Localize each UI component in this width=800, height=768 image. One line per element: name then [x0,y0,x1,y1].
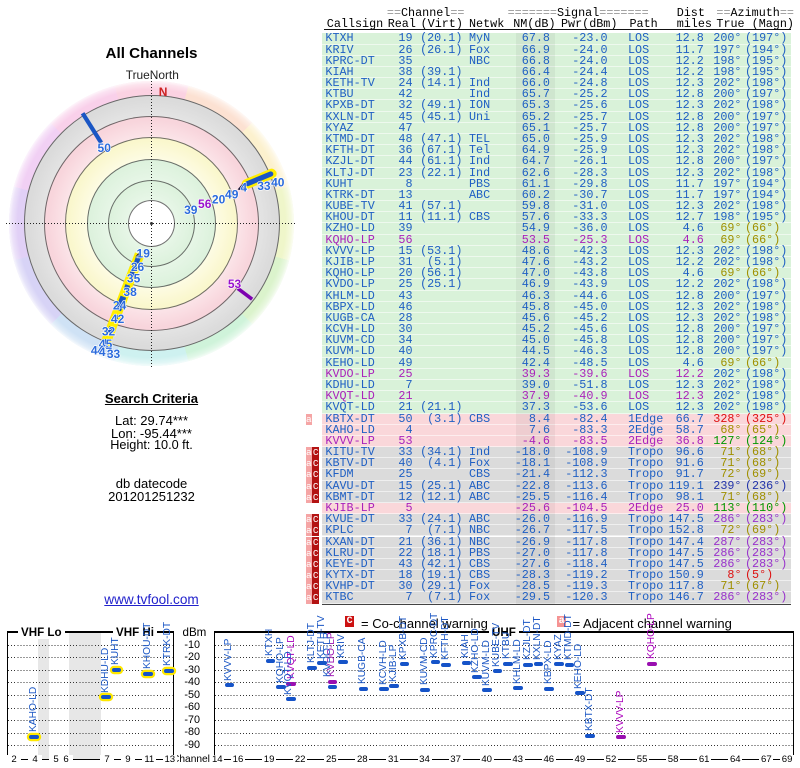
svg-text:45: 45 [99,337,113,351]
svg-text:4: 4 [240,181,247,195]
svg-text:24: 24 [113,299,127,313]
svg-text:26: 26 [131,260,145,274]
svg-text:38: 38 [123,285,137,299]
svg-text:53: 53 [228,277,242,291]
svg-text:32: 32 [102,324,116,338]
svg-text:49: 49 [225,187,239,201]
svg-text:20: 20 [212,193,226,207]
svg-text:44: 44 [91,344,105,358]
svg-text:50: 50 [98,141,112,155]
svg-text:39: 39 [184,203,198,217]
svg-text:35: 35 [127,272,141,286]
svg-text:42: 42 [111,312,125,326]
svg-text:33: 33 [257,179,271,193]
svg-text:40: 40 [271,175,285,189]
svg-text:19: 19 [137,247,151,261]
svg-text:56: 56 [198,197,212,211]
svg-text:33: 33 [107,347,121,361]
svg-text:47: 47 [99,345,113,359]
